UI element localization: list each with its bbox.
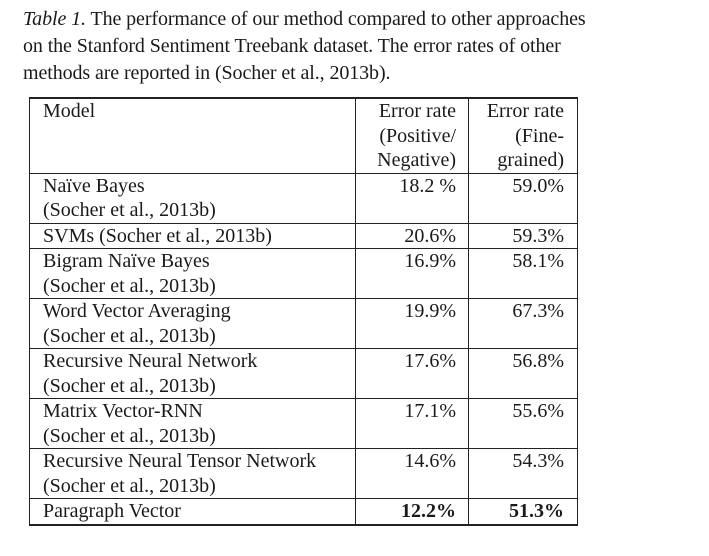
cell-model: Recursive Neural Tensor Network (Socher e… bbox=[29, 448, 356, 499]
cell-error-fine-grained: 54.3% bbox=[468, 448, 578, 499]
cell-model: Recursive Neural Network (Socher et al., … bbox=[29, 348, 356, 399]
caption-label: Table 1. bbox=[23, 8, 86, 30]
header-pos-line: (Positive/ bbox=[379, 124, 456, 147]
header-fine-line: grained) bbox=[497, 149, 564, 171]
model-name-line: Recursive Neural Tensor Network bbox=[43, 450, 317, 472]
header-pos-line: Error rate bbox=[378, 100, 456, 122]
cell-model: Word Vector Averaging (Socher et al., 201… bbox=[29, 298, 356, 349]
header-fine-line: Error rate bbox=[486, 100, 564, 122]
header-fine-line: (Fine- bbox=[515, 124, 564, 147]
table-header-row: Model Error rate (Positive/ Negative) Er… bbox=[29, 97, 578, 174]
cell-error-fine-grained: 59.0% bbox=[468, 172, 578, 224]
model-name-line: Word Vector Averaging bbox=[43, 300, 231, 322]
cell-model: Naïve Bayes (Socher et al., 2013b) bbox=[29, 172, 356, 224]
model-name-line: (Socher et al., 2013b) bbox=[43, 324, 216, 347]
model-name-line: (Socher et al., 2013b) bbox=[43, 274, 216, 297]
model-name-line: Paragraph Vector bbox=[43, 500, 181, 522]
cell-error-fine-grained: 51.3% bbox=[468, 498, 578, 526]
cell-model: Bigram Naïve Bayes (Socher et al., 2013b) bbox=[29, 248, 356, 299]
table-row: SVMs (Socher et al., 2013b) 20.6% 59.3% bbox=[29, 222, 578, 249]
header-pos-line: Negative) bbox=[377, 149, 456, 171]
table-row: Matrix Vector-RNN (Socher et al., 2013b) 1… bbox=[29, 398, 578, 449]
cell-error-positive-negative: 16.9% bbox=[355, 248, 469, 299]
model-name-line: Naïve Bayes bbox=[43, 174, 145, 197]
table-row: Naïve Bayes (Socher et al., 2013b) 18.2 % 5… bbox=[29, 172, 578, 224]
caption-text: The performance of our method compared t… bbox=[23, 8, 586, 84]
model-name-line: Matrix Vector-RNN bbox=[43, 400, 203, 422]
cell-error-fine-grained: 59.3% bbox=[468, 222, 578, 249]
model-name-line: Recursive Neural Network bbox=[43, 350, 258, 372]
header-model: Model bbox=[29, 97, 356, 174]
table-row: Recursive Neural Network (Socher et al., … bbox=[29, 348, 578, 399]
cell-error-positive-negative: 18.2 % bbox=[355, 172, 469, 224]
header-model-label: Model bbox=[43, 100, 96, 122]
cell-error-fine-grained: 58.1% bbox=[468, 248, 578, 299]
cell-error-positive-negative: 17.6% bbox=[355, 348, 469, 399]
model-name-line: (Socher et al., 2013b) bbox=[43, 424, 216, 447]
table-row: Word Vector Averaging (Socher et al., 201… bbox=[29, 298, 578, 349]
cell-model: Matrix Vector-RNN (Socher et al., 2013b) bbox=[29, 398, 356, 449]
results-table: Model Error rate (Positive/ Negative) Er… bbox=[29, 97, 578, 526]
model-name-line: (Socher et al., 2013b) bbox=[43, 474, 216, 497]
model-name-line: (Socher et al., 2013b) bbox=[43, 374, 216, 397]
cell-model: Paragraph Vector bbox=[29, 498, 356, 526]
table-row: Bigram Naïve Bayes (Socher et al., 2013b)… bbox=[29, 248, 578, 299]
model-name-line: (Socher et al., 2013b) bbox=[43, 199, 216, 221]
table-row: Recursive Neural Tensor Network (Socher e… bbox=[29, 448, 578, 499]
cell-error-positive-negative: 19.9% bbox=[355, 298, 469, 349]
cell-error-positive-negative: 20.6% bbox=[355, 222, 469, 249]
header-error-positive-negative: Error rate (Positive/ Negative) bbox=[355, 97, 469, 174]
table-row: Paragraph Vector 12.2% 51.3% bbox=[29, 498, 578, 526]
cell-error-fine-grained: 55.6% bbox=[468, 398, 578, 449]
cell-error-positive-negative: 12.2% bbox=[355, 498, 469, 526]
cell-error-fine-grained: 67.3% bbox=[468, 298, 578, 349]
cell-model: SVMs (Socher et al., 2013b) bbox=[29, 222, 356, 249]
table-caption: Table 1. The performance of our method c… bbox=[23, 6, 603, 87]
cell-error-positive-negative: 14.6% bbox=[355, 448, 469, 499]
cell-error-positive-negative: 17.1% bbox=[355, 398, 469, 449]
header-error-fine-grained: Error rate (Fine- grained) bbox=[468, 97, 578, 174]
model-name-line: SVMs (Socher et al., 2013b) bbox=[43, 224, 272, 247]
model-name-line: Bigram Naïve Bayes bbox=[43, 250, 210, 272]
cell-error-fine-grained: 56.8% bbox=[468, 348, 578, 399]
